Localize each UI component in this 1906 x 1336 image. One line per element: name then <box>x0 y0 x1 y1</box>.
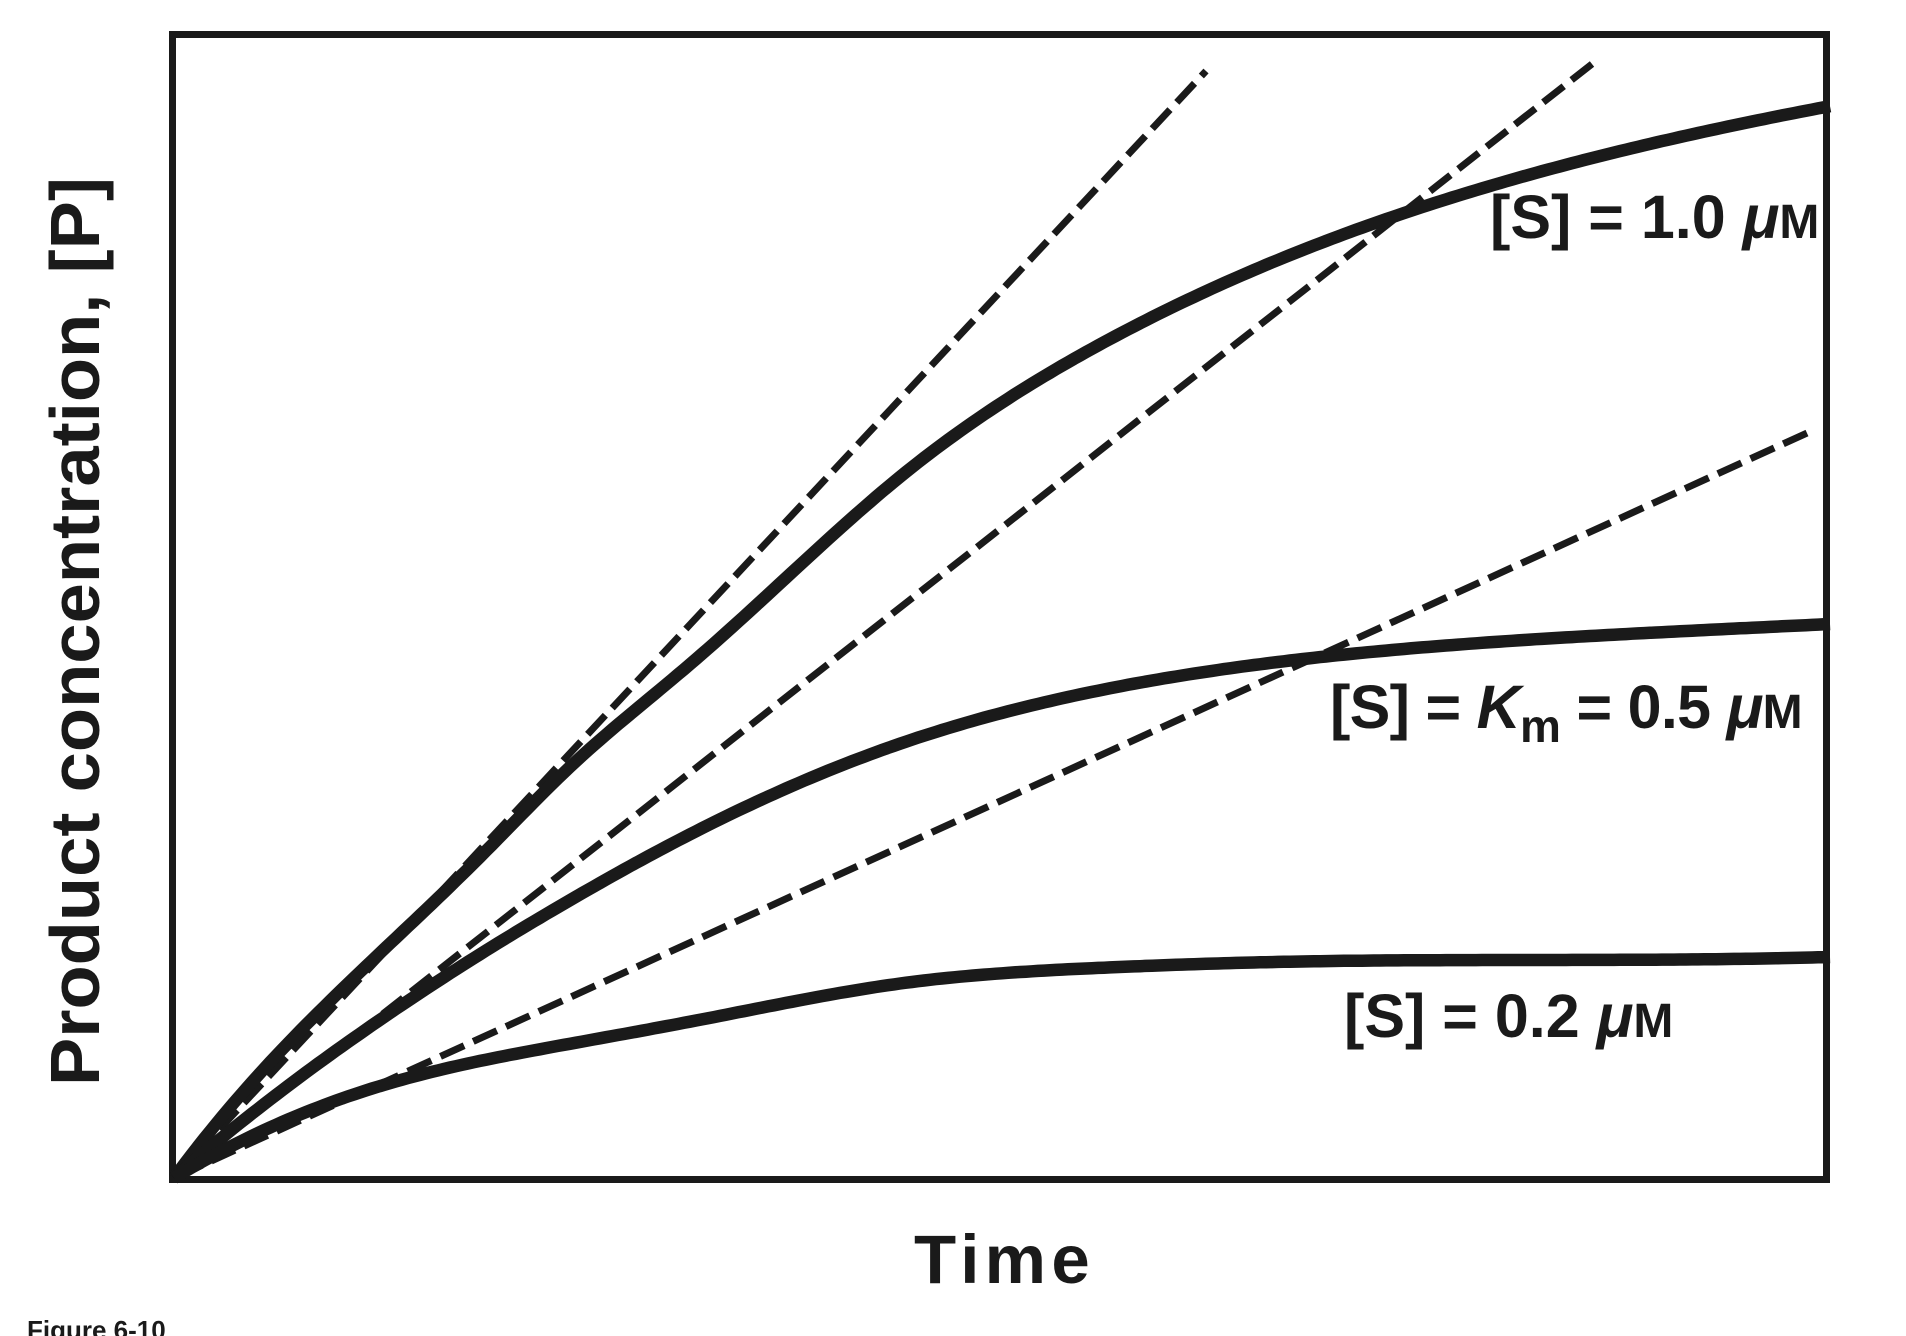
svg-text:Figure 6-10: Figure 6-10 <box>27 1315 166 1336</box>
svg-text:[S] = Km = 0.5 μM: [S] = Km = 0.5 μM <box>1330 673 1802 752</box>
svg-text:Product concentration, [P]: Product concentration, [P] <box>36 177 114 1086</box>
svg-text:Time: Time <box>914 1221 1095 1298</box>
svg-text:[S] = 0.2 μM: [S] = 0.2 μM <box>1344 982 1673 1050</box>
svg-text:[S] = 1.0 μM: [S] = 1.0 μM <box>1490 183 1819 251</box>
